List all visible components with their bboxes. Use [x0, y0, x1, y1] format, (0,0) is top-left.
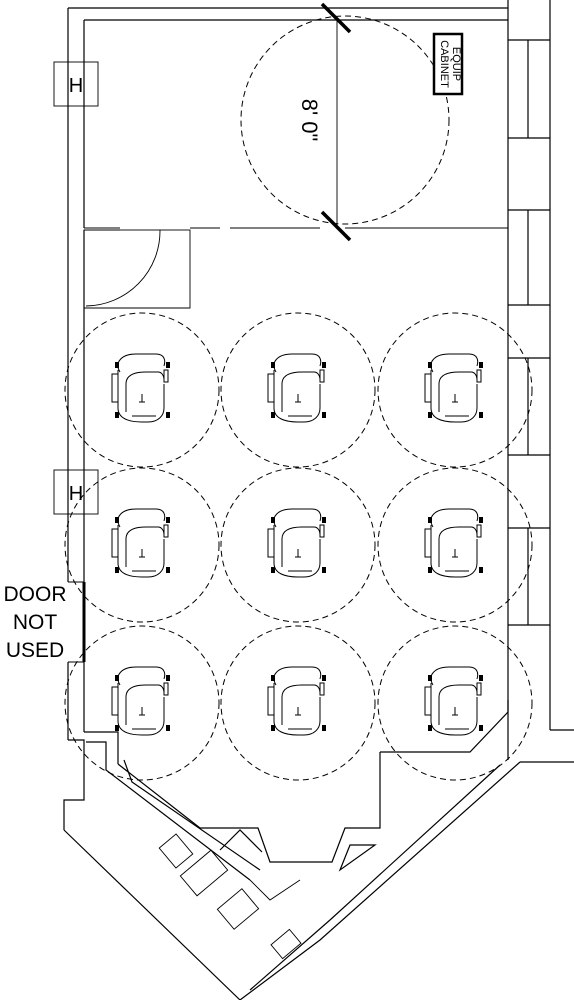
chair-clearance-circles [64, 312, 533, 781]
cabinet-label-line1: EQUIP [450, 47, 462, 81]
door-note-line3: USED [6, 639, 64, 662]
chair-4 [111, 508, 171, 578]
chair-7 [111, 666, 171, 736]
chair-3 [424, 353, 484, 423]
clearance-circle-5 [220, 467, 376, 623]
column-upper: H [53, 61, 99, 107]
chair-6 [424, 508, 484, 578]
column-symbol-upper: H [69, 75, 83, 97]
chair-9 [424, 666, 484, 736]
clearance-circle-2 [220, 312, 376, 468]
equip-cabinet: EQUIP CABINET [432, 32, 464, 96]
chair-8 [267, 666, 327, 736]
angled-walls [63, 700, 521, 1000]
clearance-circle-6 [377, 467, 533, 623]
unused-door: DOOR NOT USED [4, 581, 86, 663]
chairs [111, 353, 484, 736]
clearance-circle-7 [64, 625, 220, 781]
door-note-line1: DOOR [4, 583, 67, 606]
column-symbol-lower: H [69, 483, 83, 505]
clearance-dimension-label: 8' 0" [297, 99, 322, 142]
clearance-circle-3 [377, 312, 533, 468]
clearance-circle-9 [377, 625, 533, 781]
chair-5 [267, 508, 327, 578]
chair-2 [267, 353, 327, 423]
cabinet-label-line2: CABINET [438, 40, 450, 88]
column-lower: H [53, 469, 99, 515]
clearance-circle-1 [64, 312, 220, 468]
partition-wall [83, 227, 508, 309]
clearance-circle-4 [64, 467, 220, 623]
clearance-zone: 8' 0" [240, 2, 450, 242]
clearance-circle-8 [220, 625, 376, 781]
chair-1 [111, 353, 171, 423]
door-note-line2: NOT [13, 611, 58, 634]
